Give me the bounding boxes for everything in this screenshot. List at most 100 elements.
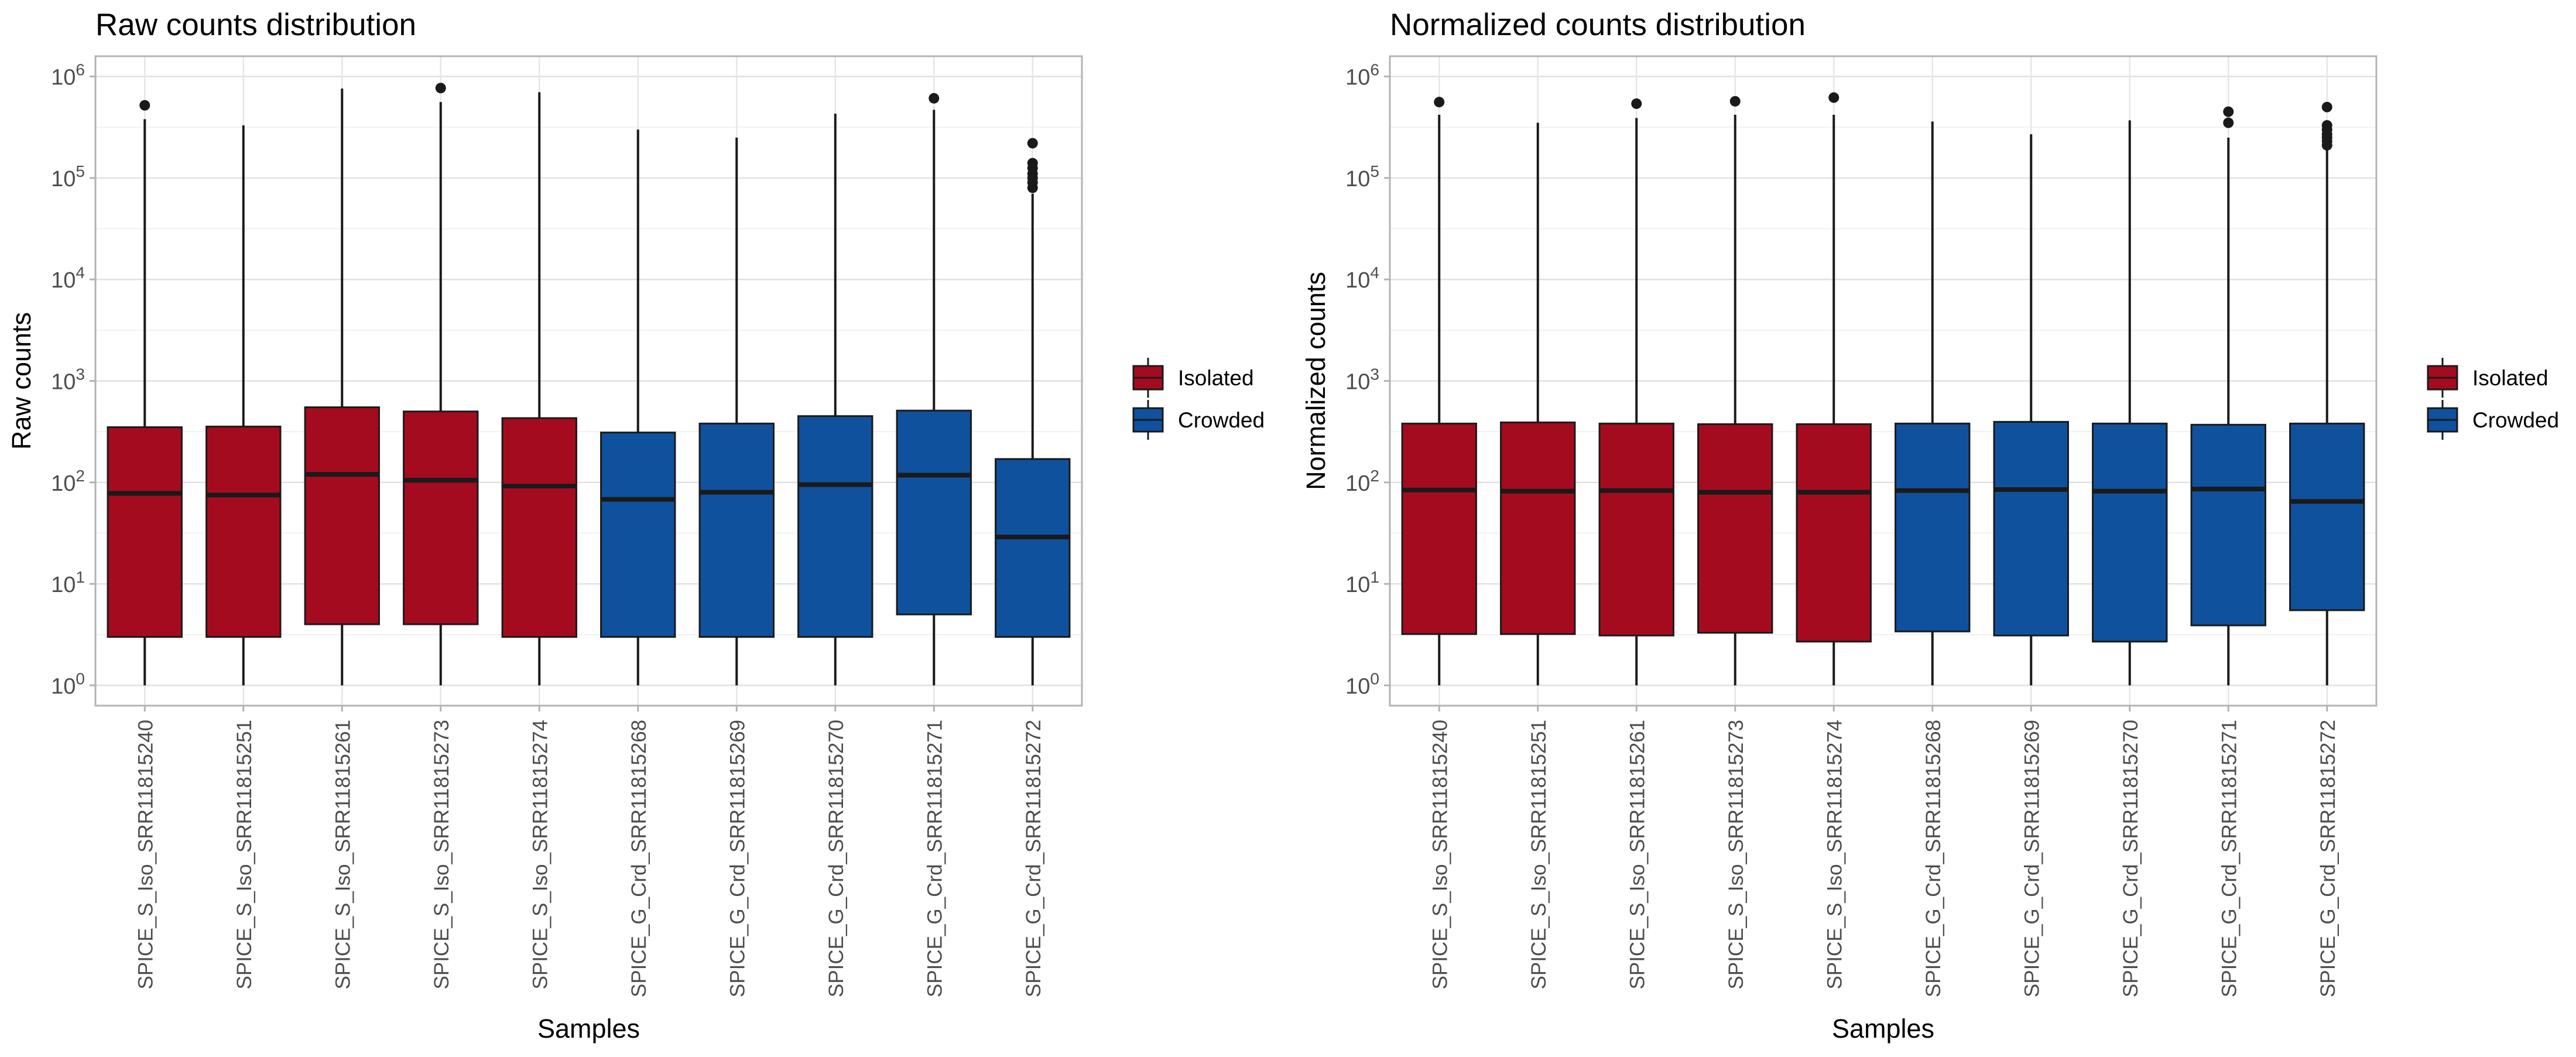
y-tick-label: 100 (1345, 669, 1379, 699)
y-axis-label: Normalized counts (1301, 272, 1331, 490)
box-SPICE_G_Crd_SRR11815271 (896, 93, 972, 686)
normalized-counts-chart: 100 101 102 103 104 105 106 SPICE_S_Iso_SRR1181… (1301, 8, 2559, 1044)
box-SPICE_G_Crd_SRR11815268 (1895, 121, 1971, 686)
outlier-point (2321, 101, 2332, 112)
legend-key-isolated (1132, 358, 1164, 398)
box-body (600, 432, 676, 638)
legend-label: Isolated (1178, 366, 1254, 390)
box-body (501, 417, 577, 638)
x-tick-label: SPICE_G_Crd_SRR11815270 (825, 720, 848, 997)
outlier-point (1434, 97, 1445, 108)
box-SPICE_G_Crd_SRR11815272 (995, 138, 1071, 686)
box-SPICE_G_Crd_SRR11815269 (698, 137, 775, 686)
outlier-point (1027, 138, 1038, 149)
box-body (205, 425, 282, 638)
legend-key-crowded (2427, 400, 2458, 440)
outlier-point (2223, 106, 2234, 117)
box-SPICE_S_Iso_SRR11815274 (1796, 92, 1872, 686)
outlier-point (2223, 117, 2234, 128)
y-tick-label: 101 (51, 568, 85, 597)
y-tick-label: 102 (1345, 467, 1379, 496)
legend-label: Isolated (2472, 366, 2548, 390)
x-tick-label: SPICE_S_Iso_SRR11815274 (1823, 720, 1846, 990)
box-SPICE_S_Iso_SRR11815273 (403, 83, 479, 686)
box-body (698, 422, 775, 638)
chart-title: Normalized counts distribution (1390, 8, 1806, 42)
x-tick-label: SPICE_G_Crd_SRR11815271 (923, 720, 946, 997)
y-tick-label: 104 (1345, 264, 1379, 293)
legend-key-isolated (2427, 358, 2458, 398)
x-tick-label: SPICE_G_Crd_SRR11815269 (2020, 720, 2043, 997)
y-tick-label: 105 (51, 162, 85, 191)
box-SPICE_S_Iso_SRR11815240 (1401, 97, 1477, 686)
outlier-point (435, 83, 446, 94)
legend-label: Crowded (2472, 408, 2559, 432)
x-tick-label: SPICE_S_Iso_SRR11815273 (430, 720, 453, 990)
box-SPICE_S_Iso_SRR11815274 (501, 92, 577, 686)
box-body (896, 409, 972, 615)
box-SPICE_S_Iso_SRR11815251 (205, 125, 282, 686)
x-tick-label: SPICE_S_Iso_SRR11815240 (134, 720, 157, 990)
outlier-point (1729, 95, 1741, 107)
box-SPICE_G_Crd_SRR11815270 (2092, 120, 2168, 686)
box-body (403, 411, 479, 625)
y-tick-label: 104 (51, 264, 85, 293)
outlier-point (139, 100, 150, 111)
box-body (1993, 420, 2069, 637)
y-tick-label: 105 (1345, 162, 1379, 191)
y-tick-label: 100 (51, 669, 85, 699)
x-tick-label: SPICE_G_Crd_SRR11815270 (2119, 720, 2142, 997)
box-SPICE_G_Crd_SRR11815272 (2289, 101, 2365, 686)
box-SPICE_S_Iso_SRR11815240 (107, 100, 183, 686)
outlier-point (1828, 92, 1839, 103)
x-tick-label: SPICE_S_Iso_SRR11815273 (1725, 720, 1748, 990)
box-body (1500, 421, 1576, 635)
x-tick-label: SPICE_G_Crd_SRR11815268 (1922, 720, 1945, 997)
legend: Isolated Crowded (2427, 358, 2559, 440)
box-SPICE_G_Crd_SRR11815271 (2190, 106, 2266, 686)
x-tick-label: SPICE_S_Iso_SRR11815251 (233, 720, 256, 990)
y-tick-label: 103 (1345, 365, 1379, 395)
x-tick-label: SPICE_G_Crd_SRR11815272 (1022, 720, 1045, 997)
outlier-point (1631, 98, 1642, 110)
box-body (304, 406, 380, 625)
y-axis-label: Raw counts (6, 312, 36, 450)
raw-counts-chart: 100 101 102 103 104 105 106 SPICE_S_Iso_SRR1181… (6, 8, 1265, 1044)
chart-title: Raw counts distribution (95, 8, 416, 42)
x-tick-label: SPICE_G_Crd_SRR11815271 (2218, 720, 2241, 997)
box-SPICE_G_Crd_SRR11815268 (600, 129, 676, 686)
y-tick-label: 102 (51, 467, 85, 496)
box-body (995, 458, 1071, 638)
x-tick-label: SPICE_S_Iso_SRR11815261 (1626, 720, 1649, 990)
box-body (1895, 422, 1971, 632)
x-tick-label: SPICE_S_Iso_SRR11815274 (529, 720, 551, 990)
x-tick-label: SPICE_S_Iso_SRR11815261 (331, 720, 354, 990)
box-SPICE_G_Crd_SRR11815269 (1993, 134, 2069, 686)
outlier-point (929, 93, 940, 104)
y-tick-label: 101 (1345, 568, 1379, 597)
x-tick-label: SPICE_S_Iso_SRR11815251 (1527, 720, 1550, 990)
box-body (797, 415, 873, 638)
legend-key-crowded (1132, 400, 1164, 440)
x-tick-label: SPICE_S_Iso_SRR11815240 (1429, 720, 1451, 990)
box-body (2092, 422, 2168, 643)
box-body (1697, 423, 1773, 634)
box-body (1401, 422, 1477, 635)
box-SPICE_S_Iso_SRR11815261 (304, 88, 380, 686)
x-tick-label: SPICE_G_Crd_SRR11815269 (726, 720, 749, 997)
legend: Isolated Crowded (1132, 358, 1265, 440)
box-body (107, 426, 183, 638)
y-tick-label: 106 (1345, 61, 1379, 90)
legend-label: Crowded (1178, 408, 1265, 432)
box-body (1598, 422, 1674, 637)
x-axis-label: Samples (1832, 1014, 1934, 1044)
x-tick-label: SPICE_G_Crd_SRR11815268 (628, 720, 650, 997)
box-SPICE_S_Iso_SRR11815251 (1500, 122, 1576, 686)
box-body (2289, 422, 2365, 611)
outlier-point (2321, 120, 2332, 131)
y-tick-label: 103 (51, 365, 85, 395)
box-body (2190, 423, 2266, 627)
box-SPICE_S_Iso_SRR11815261 (1598, 98, 1674, 686)
